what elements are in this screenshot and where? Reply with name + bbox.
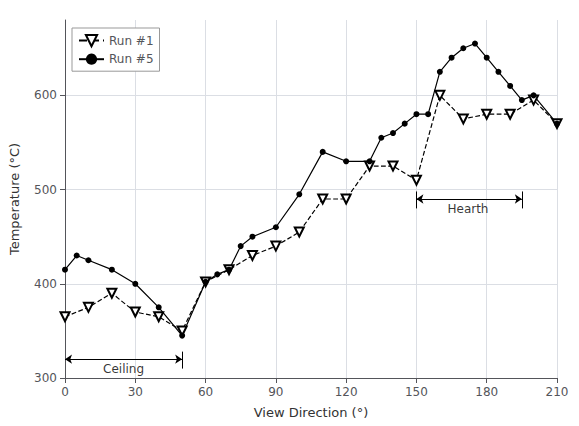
- svg-text:210: 210: [546, 385, 569, 399]
- svg-text:View Direction (°): View Direction (°): [254, 405, 369, 420]
- svg-text:30: 30: [128, 385, 143, 399]
- svg-text:150: 150: [405, 385, 428, 399]
- svg-text:120: 120: [335, 385, 358, 399]
- svg-text:500: 500: [34, 183, 57, 197]
- svg-text:Temperature (°C): Temperature (°C): [7, 143, 22, 256]
- svg-text:Run #5: Run #5: [109, 52, 154, 66]
- svg-text:400: 400: [34, 277, 57, 291]
- svg-text:600: 600: [34, 88, 57, 102]
- svg-text:60: 60: [198, 385, 213, 399]
- svg-text:300: 300: [34, 371, 57, 385]
- svg-text:0: 0: [61, 385, 69, 399]
- svg-text:Ceiling: Ceiling: [103, 362, 144, 376]
- svg-text:Run #1: Run #1: [109, 34, 154, 48]
- svg-text:180: 180: [475, 385, 498, 399]
- svg-text:90: 90: [268, 385, 283, 399]
- svg-text:Hearth: Hearth: [447, 202, 488, 216]
